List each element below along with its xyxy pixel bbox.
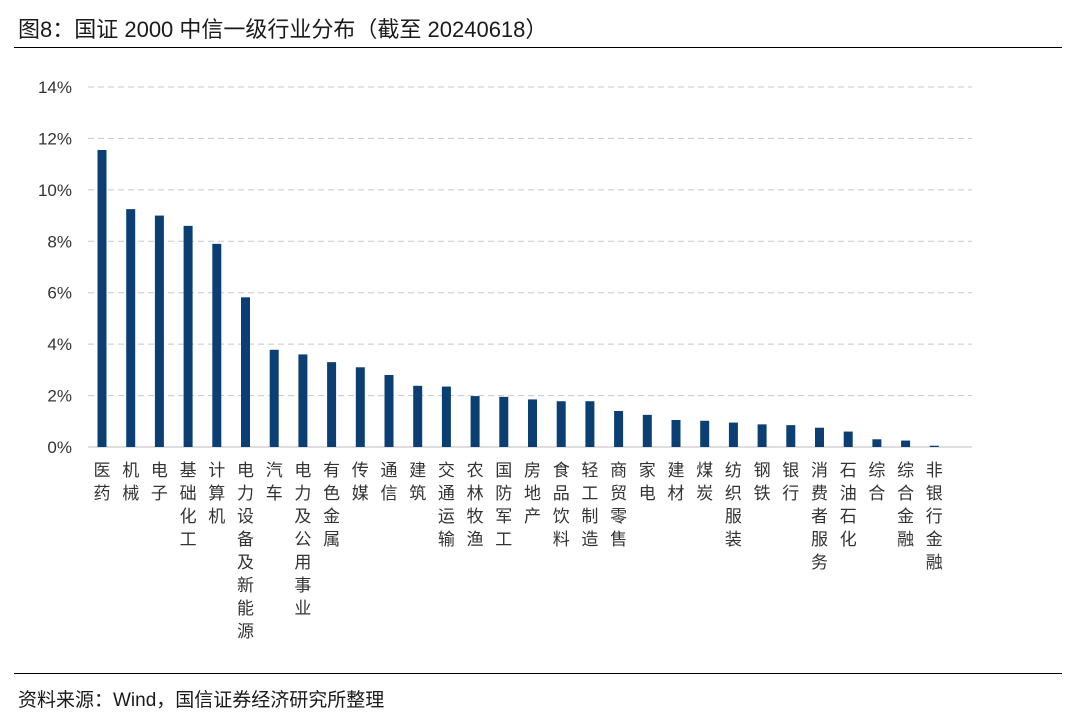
x-axis-labels: 医药机械电子基础化工计算机电力设备及新能源汽车电力及公用事业有色金属传媒通信建筑… <box>94 461 943 642</box>
bar <box>614 411 624 447</box>
x-category-label: 非银行金融 <box>926 461 943 573</box>
x-category-label: 钢铁 <box>754 461 771 504</box>
x-category-label: 汽车 <box>266 461 283 504</box>
x-category-label: 煤炭 <box>696 461 713 504</box>
bar <box>499 396 509 447</box>
bar <box>843 431 853 447</box>
chart-title: 图8：国证 2000 中信一级行业分布（截至 20240618） <box>18 17 548 42</box>
x-category-label: 石油石化 <box>840 461 857 550</box>
x-category-label: 商贸零售 <box>610 461 627 550</box>
x-category-label: 有色金属 <box>323 461 340 550</box>
x-category-label: 综合 <box>868 461 885 504</box>
x-category-label: 农林牧渔 <box>467 461 484 550</box>
bar <box>241 297 250 447</box>
footer-rule <box>14 673 1062 674</box>
bar <box>642 414 652 447</box>
bar <box>528 399 537 447</box>
y-axis-ticks: 0% 2% 4% 6% 8% 10% 12% 14% <box>38 78 72 457</box>
grid-lines <box>88 86 972 397</box>
x-category-label: 银行 <box>782 461 799 504</box>
x-category-label: 建材 <box>668 461 685 504</box>
bar <box>671 420 681 447</box>
x-category-label: 电力设备及新能源 <box>237 461 254 642</box>
x-category-label: 交通运输 <box>438 461 455 550</box>
x-category-label: 电力及公用事业 <box>294 461 311 619</box>
bar <box>872 439 882 447</box>
bar <box>470 396 480 447</box>
x-category-label: 纺织服装 <box>725 461 742 550</box>
bars <box>97 150 939 447</box>
y-tick-label: 6% <box>47 284 72 303</box>
x-category-label: 建筑 <box>409 461 426 504</box>
x-category-label: 计算机 <box>208 461 225 527</box>
y-tick-label: 8% <box>47 232 72 251</box>
x-category-label: 家电 <box>639 461 656 504</box>
y-tick-label: 2% <box>47 387 72 406</box>
x-category-label: 食品饮料 <box>553 461 570 550</box>
bar <box>298 354 308 447</box>
y-tick-label: 10% <box>38 181 72 200</box>
bar <box>183 225 193 447</box>
y-tick-label: 4% <box>47 335 72 354</box>
x-category-label: 基础化工 <box>180 461 197 550</box>
x-category-label: 国防军工 <box>495 461 512 550</box>
bar <box>355 367 365 447</box>
bar <box>126 209 136 447</box>
source-note: 资料来源：Wind，国信证券经济研究所整理 <box>18 690 385 711</box>
y-tick-label: 12% <box>38 129 72 148</box>
bar <box>384 375 394 447</box>
x-category-label: 传媒 <box>352 461 369 504</box>
bar <box>269 349 279 447</box>
x-category-label: 机械 <box>122 461 139 504</box>
x-category-label: 轻工制造 <box>581 461 598 550</box>
bar <box>901 440 911 447</box>
bar <box>327 362 337 447</box>
bar <box>757 424 767 447</box>
x-category-label: 房地产 <box>524 461 541 527</box>
title-rule <box>14 47 1062 48</box>
x-category-label: 通信 <box>381 461 398 504</box>
bar <box>728 422 738 447</box>
bar <box>441 386 451 447</box>
bar-chart: 0% 2% 4% 6% 8% 10% 12% 14% 医药机械电子基础化工计算机电力设备及新能… <box>38 78 972 642</box>
x-category-label: 综合金融 <box>897 461 914 550</box>
bar <box>212 243 222 447</box>
x-category-label: 消费者服务 <box>811 461 828 573</box>
y-tick-label: 14% <box>38 78 72 97</box>
y-tick-label: 0% <box>47 438 72 457</box>
x-category-label: 电子 <box>151 461 168 504</box>
bar <box>700 420 710 447</box>
bar <box>929 445 939 447</box>
bar <box>585 401 595 447</box>
bar <box>815 427 824 447</box>
bar <box>413 385 423 447</box>
bar <box>786 425 796 447</box>
bar <box>556 401 566 447</box>
x-category-label: 医药 <box>94 461 111 504</box>
bar <box>154 215 164 447</box>
bar <box>97 150 107 447</box>
